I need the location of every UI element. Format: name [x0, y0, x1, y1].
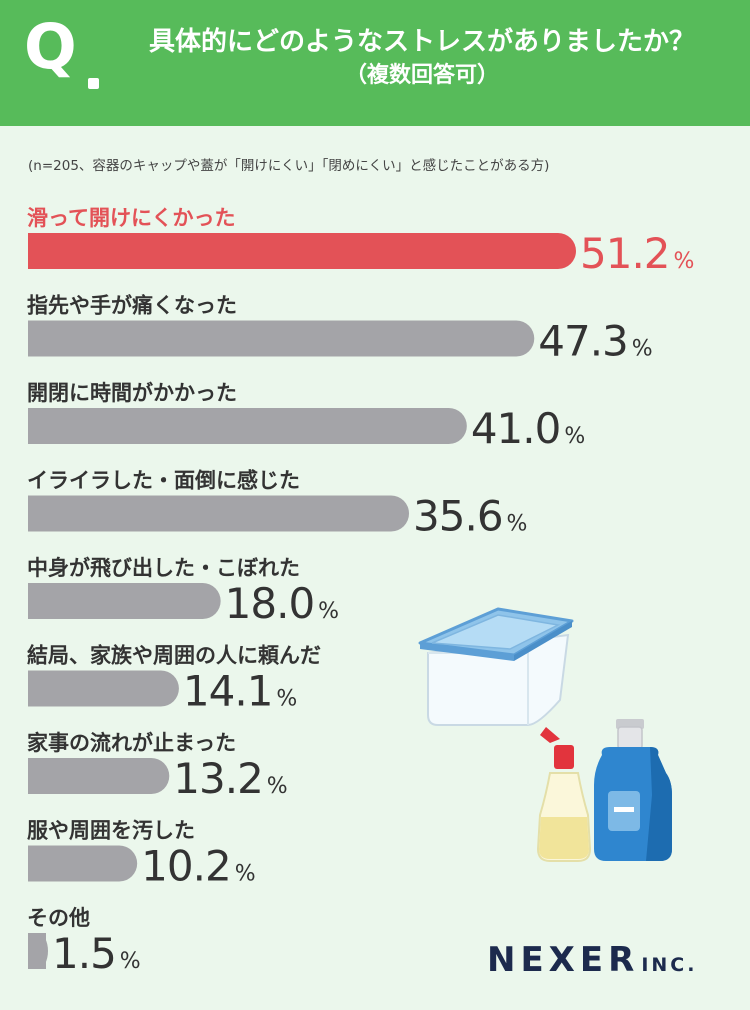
food-container-icon	[418, 607, 574, 726]
brand-name: NEXER	[487, 940, 640, 980]
bar-left-edge	[28, 408, 46, 444]
bar	[28, 320, 535, 357]
question-title: 具体的にどのようなストレスがありましたか？	[148, 27, 695, 57]
value-number: 14.1	[183, 667, 273, 716]
value-label: 1.5%	[52, 929, 140, 978]
value-label: 13.2%	[173, 754, 287, 803]
containers-illustration	[418, 607, 672, 862]
value-number: 41.0	[471, 404, 561, 453]
q-dot	[88, 78, 99, 89]
brand-suffix: INC.	[641, 954, 698, 976]
value-unit: %	[507, 512, 527, 537]
category-label: 家事の流れが止まった	[27, 731, 236, 755]
value-label: 47.3%	[538, 317, 652, 366]
value-unit: %	[564, 424, 584, 449]
category-label: 開閉に時間がかかった	[27, 381, 237, 405]
value-unit: %	[235, 862, 255, 887]
value-unit: %	[674, 249, 694, 274]
value-number: 18.0	[225, 579, 315, 628]
value-label: 14.1%	[183, 667, 297, 716]
bar-left-edge	[28, 845, 46, 882]
value-unit: %	[276, 687, 296, 712]
value-unit: %	[120, 949, 140, 974]
category-label: 滑って開けにくかった	[27, 206, 236, 230]
detergent-bottle-icon	[594, 719, 672, 861]
value-number: 51.2	[580, 229, 670, 278]
sample-note: (n=205、容器のキャップや蓋が「開けにくい」「閉めにくい」と感じたことがある…	[28, 158, 550, 174]
bar	[28, 583, 221, 619]
category-label: イライラした・面倒に感じた	[27, 469, 300, 493]
value-label: 10.2%	[141, 842, 255, 891]
value-label: 41.0%	[471, 404, 585, 453]
value-unit: %	[318, 599, 338, 624]
bar-left-edge	[28, 495, 46, 532]
bar-left-edge	[28, 933, 46, 969]
category-label: 指先や手が痛くなった	[27, 294, 237, 318]
question-header: Q 具体的にどのようなストレスがありましたか？ （複数回答可）	[0, 0, 750, 126]
q-letter: Q	[24, 10, 77, 83]
bar-left-edge	[28, 233, 46, 269]
value-unit: %	[267, 774, 287, 799]
bar-left-edge	[28, 320, 46, 357]
value-number: 35.6	[413, 492, 503, 541]
value-label: 18.0%	[225, 579, 339, 628]
category-label: 中身が飛び出した・こぼれた	[27, 556, 300, 580]
value-number: 47.3	[538, 317, 628, 366]
bar	[28, 233, 576, 269]
value-label: 35.6%	[413, 492, 527, 541]
bar-left-edge	[28, 670, 46, 707]
bar	[28, 758, 170, 794]
nexer-logo: NEXER INC.	[487, 940, 697, 980]
bar	[28, 495, 410, 532]
bar	[28, 845, 138, 882]
value-number: 10.2	[141, 842, 231, 891]
bar-left-edge	[28, 758, 46, 794]
value-label: 51.2%	[580, 229, 694, 278]
category-label: 服や周囲を汚した	[27, 819, 195, 843]
bar-left-edge	[28, 583, 46, 619]
category-label: その他	[27, 906, 90, 930]
category-label: 結局、家族や周囲の人に頼んだ	[27, 644, 321, 668]
value-number: 13.2	[173, 754, 263, 803]
value-number: 1.5	[52, 929, 116, 978]
bar	[28, 670, 179, 707]
bar	[28, 408, 467, 444]
dressing-bottle-icon	[536, 727, 592, 862]
value-unit: %	[632, 337, 652, 362]
question-subtitle: （複数回答可）	[344, 63, 499, 88]
